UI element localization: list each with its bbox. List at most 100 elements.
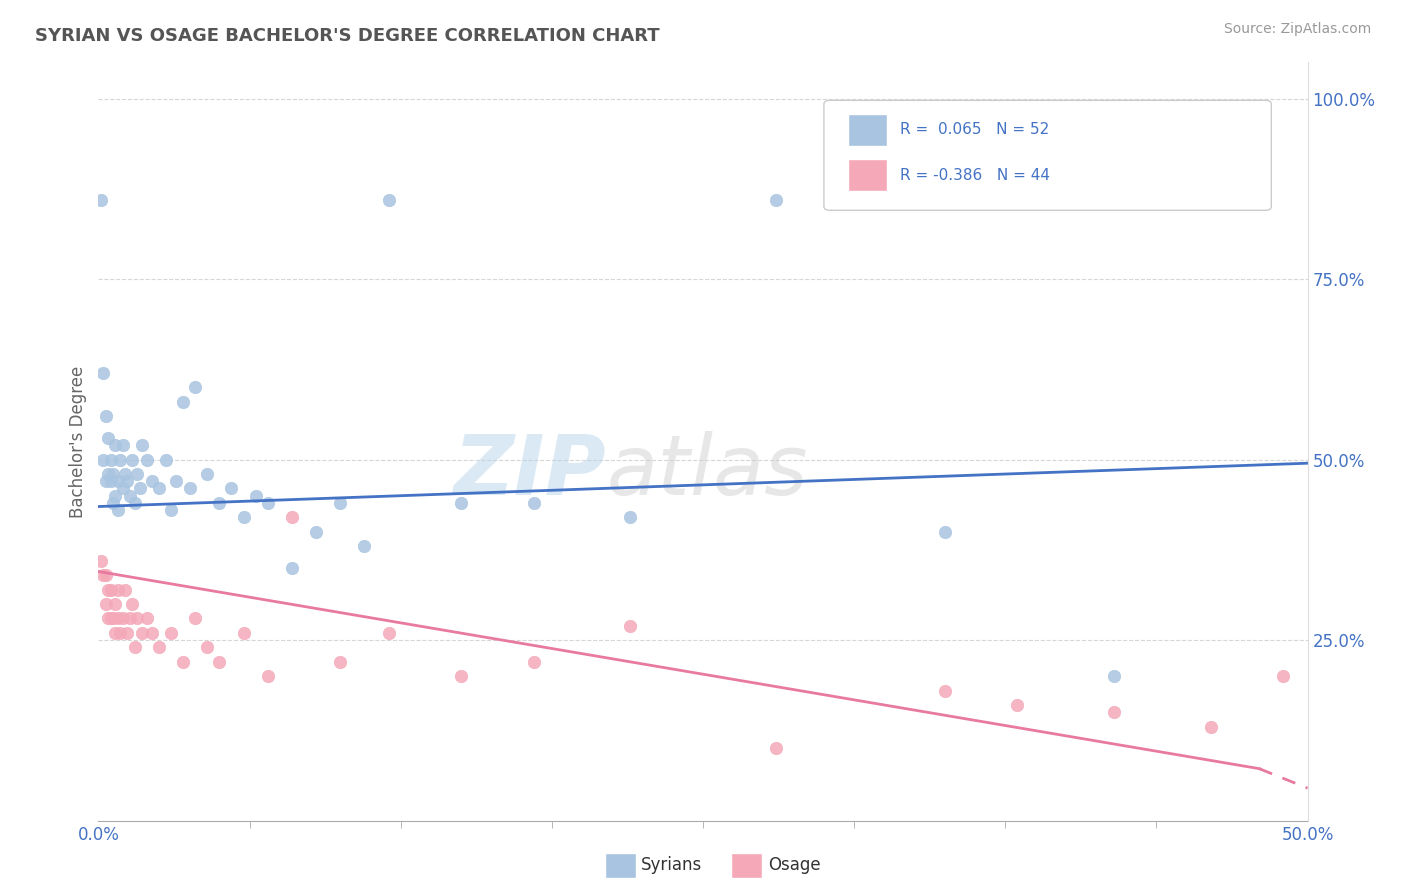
Point bbox=[131, 626, 153, 640]
Point bbox=[184, 611, 207, 625]
Point bbox=[523, 655, 546, 669]
Point bbox=[179, 482, 201, 496]
Point bbox=[1272, 669, 1295, 683]
Point bbox=[165, 475, 187, 489]
Text: Source: ZipAtlas.com: Source: ZipAtlas.com bbox=[1223, 22, 1371, 37]
Point bbox=[128, 482, 150, 496]
Bar bbox=[848, 160, 887, 191]
Point bbox=[118, 611, 141, 625]
Point bbox=[450, 496, 472, 510]
Text: Osage: Osage bbox=[768, 856, 820, 874]
Point bbox=[111, 438, 134, 452]
Point bbox=[94, 568, 117, 582]
Bar bbox=[848, 114, 887, 145]
Point bbox=[184, 380, 207, 394]
Point bbox=[523, 496, 546, 510]
Point bbox=[135, 452, 157, 467]
Point bbox=[208, 496, 231, 510]
Point bbox=[121, 452, 143, 467]
Point bbox=[377, 193, 399, 207]
Point bbox=[208, 655, 231, 669]
Point bbox=[131, 438, 153, 452]
Point bbox=[135, 611, 157, 625]
Text: SYRIAN VS OSAGE BACHELOR'S DEGREE CORRELATION CHART: SYRIAN VS OSAGE BACHELOR'S DEGREE CORREL… bbox=[35, 27, 659, 45]
Point bbox=[90, 554, 112, 568]
Point bbox=[117, 626, 139, 640]
Point bbox=[97, 431, 120, 445]
Point bbox=[934, 524, 956, 539]
Point bbox=[148, 482, 170, 496]
Point bbox=[108, 452, 131, 467]
Point bbox=[195, 467, 218, 481]
Point bbox=[104, 489, 127, 503]
Point bbox=[329, 496, 352, 510]
Text: atlas: atlas bbox=[606, 432, 808, 512]
Point bbox=[104, 597, 127, 611]
Point bbox=[90, 193, 112, 207]
Point bbox=[91, 568, 114, 582]
Point bbox=[100, 611, 122, 625]
Point bbox=[107, 475, 129, 489]
Point bbox=[114, 582, 136, 597]
Point bbox=[765, 741, 787, 756]
Point bbox=[127, 611, 149, 625]
Point bbox=[114, 467, 136, 481]
Point bbox=[1102, 669, 1125, 683]
Point bbox=[1007, 698, 1029, 712]
Point bbox=[101, 611, 124, 625]
Point bbox=[141, 626, 163, 640]
Point bbox=[232, 510, 254, 524]
Point bbox=[245, 489, 267, 503]
Point bbox=[160, 626, 183, 640]
Point bbox=[232, 626, 254, 640]
Point bbox=[281, 510, 304, 524]
Point bbox=[124, 640, 146, 655]
Point bbox=[121, 597, 143, 611]
Point bbox=[221, 482, 243, 496]
Point bbox=[160, 503, 183, 517]
FancyBboxPatch shape bbox=[824, 101, 1271, 211]
Point bbox=[94, 409, 117, 424]
Point bbox=[118, 489, 141, 503]
Y-axis label: Bachelor's Degree: Bachelor's Degree bbox=[69, 366, 87, 517]
Text: Syrians: Syrians bbox=[641, 856, 703, 874]
Point bbox=[172, 655, 194, 669]
Point bbox=[450, 669, 472, 683]
Point bbox=[305, 524, 328, 539]
Point bbox=[765, 193, 787, 207]
Point bbox=[619, 510, 641, 524]
Point bbox=[353, 539, 375, 553]
Point bbox=[94, 597, 117, 611]
Point bbox=[100, 452, 122, 467]
Point bbox=[111, 611, 134, 625]
Point bbox=[619, 618, 641, 632]
Point bbox=[101, 496, 124, 510]
Point bbox=[155, 452, 177, 467]
Point bbox=[117, 475, 139, 489]
Point bbox=[104, 438, 127, 452]
Point bbox=[329, 655, 352, 669]
Point bbox=[104, 626, 127, 640]
Point bbox=[108, 626, 131, 640]
Point bbox=[94, 475, 117, 489]
Point bbox=[100, 475, 122, 489]
Point bbox=[934, 683, 956, 698]
Point bbox=[256, 496, 278, 510]
Point bbox=[127, 467, 149, 481]
Point bbox=[91, 452, 114, 467]
Point bbox=[195, 640, 218, 655]
Point bbox=[1199, 720, 1222, 734]
Point bbox=[124, 496, 146, 510]
Point bbox=[107, 611, 129, 625]
Point bbox=[97, 582, 120, 597]
Point bbox=[1102, 706, 1125, 720]
Point bbox=[107, 582, 129, 597]
Point bbox=[101, 467, 124, 481]
Point bbox=[281, 561, 304, 575]
Point bbox=[141, 475, 163, 489]
Point bbox=[172, 394, 194, 409]
Point bbox=[377, 626, 399, 640]
Point bbox=[256, 669, 278, 683]
Point bbox=[97, 611, 120, 625]
Point bbox=[91, 366, 114, 380]
